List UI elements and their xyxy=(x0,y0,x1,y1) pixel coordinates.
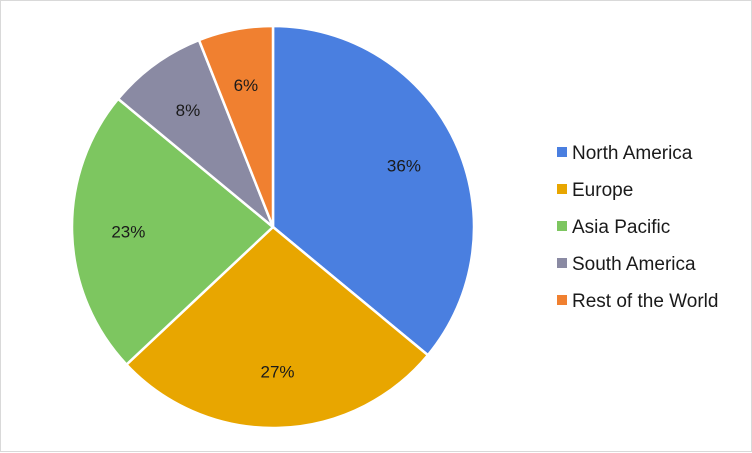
legend: North America Europe Asia Pacific South Ame… xyxy=(557,143,718,312)
legend-swatch-europe xyxy=(557,184,567,194)
legend-swatch-south-america xyxy=(557,258,567,268)
data-label-europe: 27% xyxy=(261,363,295,382)
legend-swatch-rest-of-the-world xyxy=(557,295,567,305)
legend-label-north-america: North America xyxy=(572,143,693,164)
legend-label-asia-pacific: Asia Pacific xyxy=(572,217,670,238)
pie-data-labels: 36% 27% 23% 8% 6% xyxy=(111,76,421,382)
pie-slice-asia-pacific xyxy=(70,97,275,366)
pie-slices xyxy=(70,24,476,430)
data-label-asia-pacific: 23% xyxy=(111,223,145,242)
pie-slice-rest-of-the-world xyxy=(197,24,275,229)
pie-slice-europe xyxy=(125,225,430,430)
legend-swatch-asia-pacific xyxy=(557,221,567,231)
data-label-rest-of-the-world: 6% xyxy=(234,76,259,95)
legend-swatch-north-america xyxy=(557,147,567,157)
data-label-south-america: 8% xyxy=(176,101,201,120)
legend-label-europe: Europe xyxy=(572,180,633,201)
pie-slice-south-america xyxy=(116,38,275,229)
legend-label-south-america: South America xyxy=(572,254,696,275)
data-label-north-america: 36% xyxy=(387,156,421,175)
legend-label-rest-of-the-world: Rest of the World xyxy=(572,291,718,312)
pie-slice-north-america xyxy=(271,24,476,357)
